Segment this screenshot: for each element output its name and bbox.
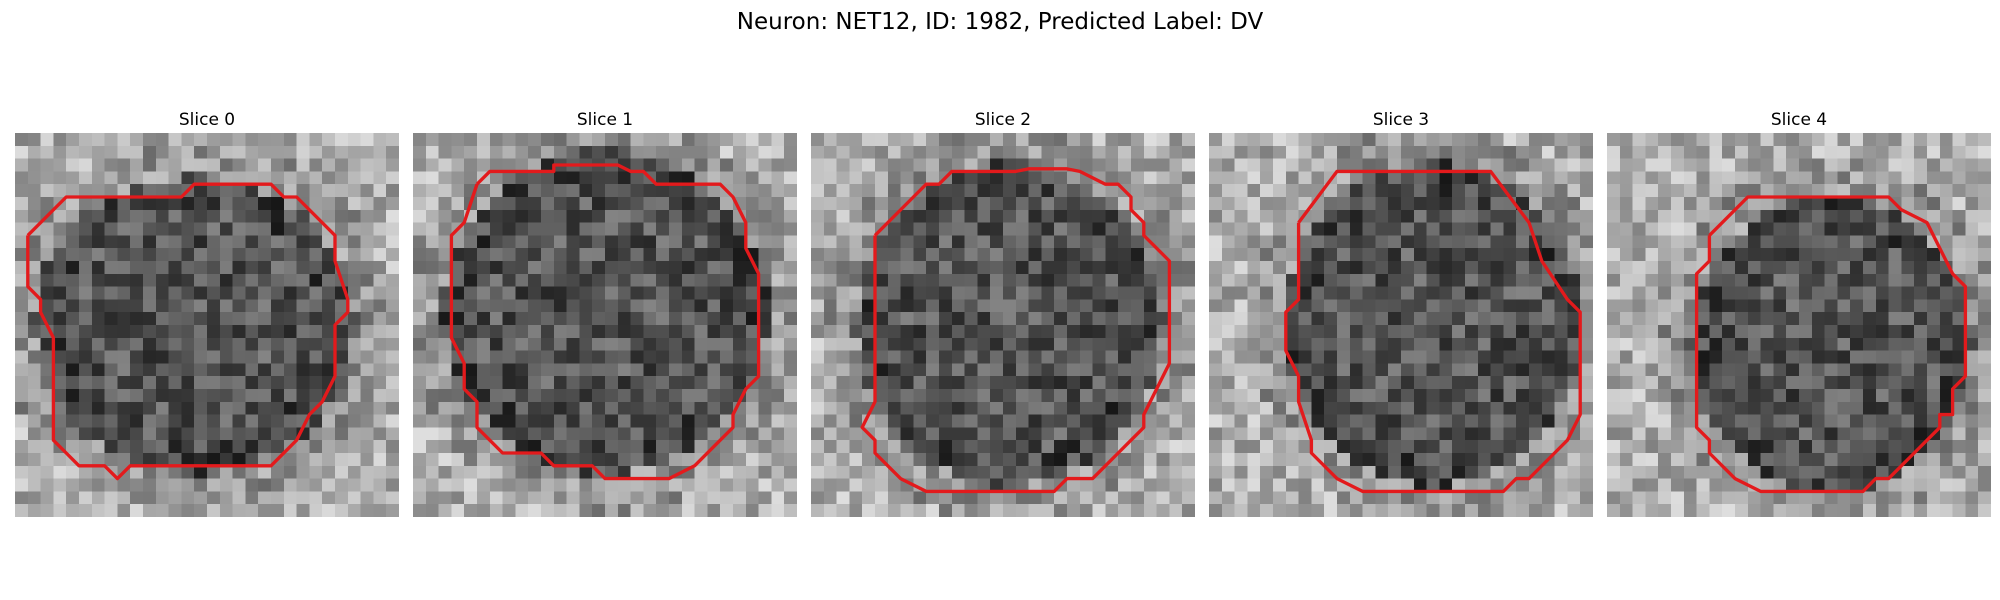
slice-title-1: Slice 1 (576, 110, 634, 130)
slice-contour-2 (860, 167, 1172, 494)
slice-contour-3 (1284, 169, 1582, 494)
slice-contour-0 (26, 182, 350, 481)
slice-image-3 (1209, 133, 1593, 517)
slice-image-0 (15, 133, 399, 517)
slice-title-0: Slice 0 (178, 110, 236, 130)
slice-panel-0: Slice 0 (15, 110, 399, 517)
slice-pixels-3 (1209, 133, 1593, 517)
cell-contour-outline-3 (1284, 169, 1582, 494)
cell-contour-outline-1 (449, 163, 761, 481)
slice-image-2 (811, 133, 1195, 517)
slice-panel-3: Slice 3 (1209, 110, 1593, 517)
slice-panel-1: Slice 1 (413, 110, 797, 517)
slice-title-2: Slice 2 (974, 110, 1032, 130)
slice-panel-2: Slice 2 (811, 110, 1195, 517)
slice-contour-4 (1694, 195, 1968, 494)
slice-image-1 (413, 133, 797, 517)
figure-title: Neuron: NET12, ID: 1982, Predicted Label… (736, 9, 1264, 35)
slice-title-3: Slice 3 (1372, 110, 1430, 130)
slice-panel-4: Slice 4 (1607, 110, 1991, 517)
cell-contour-outline-0 (26, 182, 350, 481)
cell-contour-outline-4 (1694, 195, 1968, 494)
slice-contour-1 (449, 163, 761, 481)
slice-image-4 (1607, 133, 1991, 517)
cell-contour-outline-2 (860, 167, 1172, 494)
slice-title-4: Slice 4 (1770, 110, 1828, 130)
